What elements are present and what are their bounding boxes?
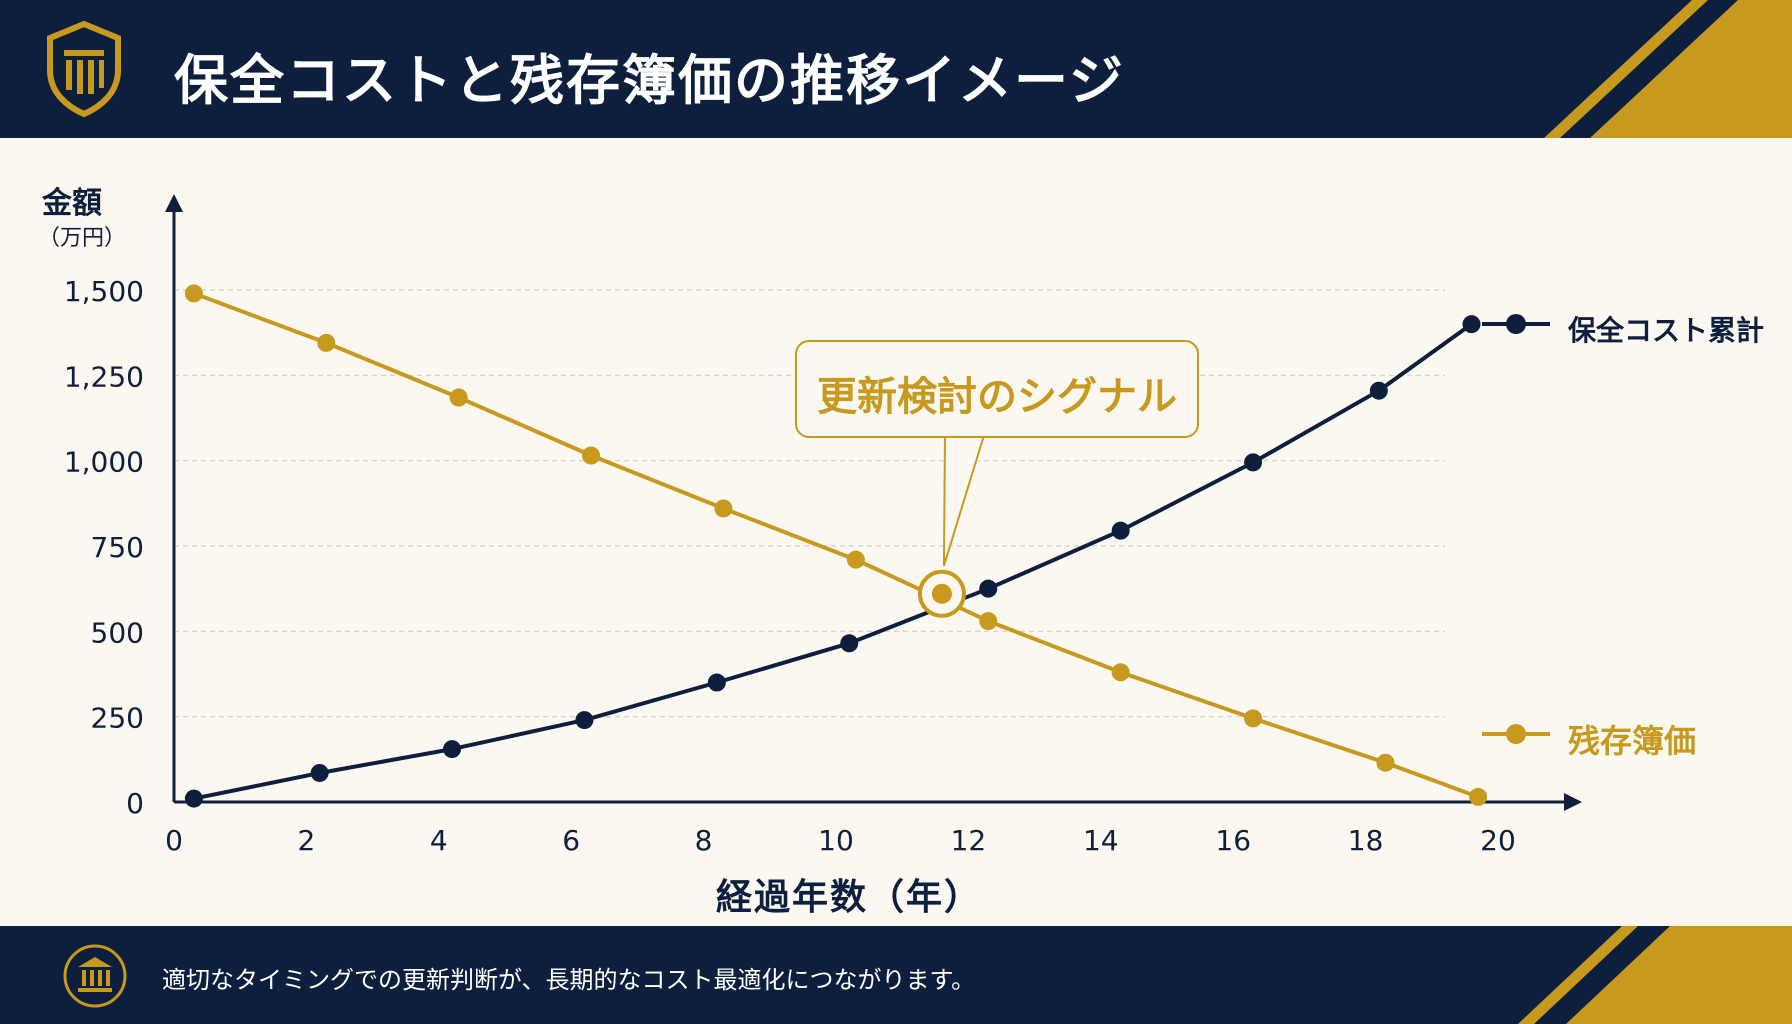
x-tick-label: 0 — [165, 824, 183, 857]
shield-pillars-icon — [47, 20, 121, 118]
legend-marker-book-value — [1506, 724, 1526, 744]
header-decoration — [1544, 0, 1792, 138]
data-point — [310, 763, 329, 782]
data-point — [1462, 315, 1481, 334]
x-tick-label: 4 — [430, 824, 448, 857]
header-bar: 保全コストと残存簿価の推移イメージ — [0, 0, 1792, 138]
callout-box: 更新検討のシグナル — [795, 340, 1199, 438]
data-point — [1376, 753, 1395, 772]
x-tick-label: 10 — [818, 824, 854, 857]
data-point — [575, 711, 594, 730]
y-tick-label: 1,250 — [64, 360, 144, 393]
x-tick-label: 8 — [695, 824, 713, 857]
chart-area: 0 250 500 750 1,000 1,250 1,500 0 2 4 6 8 10 12 14 16 18… — [0, 138, 1792, 926]
data-point — [1111, 663, 1130, 682]
legend-label-book-value: 残存簿価 — [1568, 722, 1697, 760]
x-tick-label: 16 — [1215, 824, 1251, 857]
data-point — [846, 550, 865, 569]
y-axis-label: 金額 — [42, 186, 102, 221]
footer-bar: 適切なタイミングでの更新判断が、長期的なコスト最適化につながります。 — [0, 926, 1792, 1024]
footer-message: 適切なタイミングでの更新判断が、長期的なコスト最適化につながります。 — [162, 966, 976, 994]
x-tick-label: 18 — [1348, 824, 1384, 857]
x-tick-label: 20 — [1480, 824, 1516, 857]
x-tick-label: 6 — [562, 824, 580, 857]
y-tick-label: 0 — [126, 787, 144, 820]
line-chart: 0 250 500 750 1,000 1,250 1,500 0 2 4 6 8 10 12 14 16 18… — [64, 194, 1582, 857]
data-point — [979, 579, 998, 598]
bank-icon — [63, 944, 127, 1008]
y-tick-label: 1,000 — [64, 446, 144, 479]
x-axis-arrow — [1564, 793, 1582, 811]
callout-text: 更新検討のシグナル — [817, 374, 1177, 420]
x-tick-label: 2 — [297, 824, 315, 857]
data-point — [979, 612, 998, 631]
legend-label-maintenance-cost: 保全コスト累計 — [1568, 314, 1765, 347]
data-point — [1111, 521, 1130, 540]
x-tick-label: 12 — [951, 824, 987, 857]
data-point — [714, 499, 733, 518]
data-point — [449, 388, 468, 407]
data-point — [184, 789, 203, 808]
data-point — [1244, 453, 1263, 472]
y-tick-label: 750 — [91, 531, 144, 564]
legend-marker-maintenance-cost — [1506, 314, 1526, 334]
data-point — [1469, 787, 1488, 806]
data-point — [317, 333, 336, 352]
x-axis-label: 経過年数（年） — [716, 877, 983, 918]
data-point — [840, 634, 859, 653]
y-tick-label: 1,500 — [64, 275, 144, 308]
data-point — [582, 446, 601, 465]
data-point — [1244, 709, 1263, 728]
intersection-point — [931, 583, 952, 604]
data-point — [443, 740, 462, 759]
y-axis-unit: （万円） — [38, 226, 127, 251]
footer-decoration — [1518, 926, 1792, 1024]
data-point — [707, 673, 726, 692]
data-point — [184, 284, 203, 303]
y-tick-label: 500 — [91, 616, 144, 649]
y-axis-arrow — [165, 194, 183, 212]
y-tick-label: 250 — [91, 702, 144, 735]
page-title: 保全コストと残存簿価の推移イメージ — [174, 49, 1125, 112]
data-point — [1369, 381, 1388, 400]
x-tick-label: 14 — [1083, 824, 1119, 857]
